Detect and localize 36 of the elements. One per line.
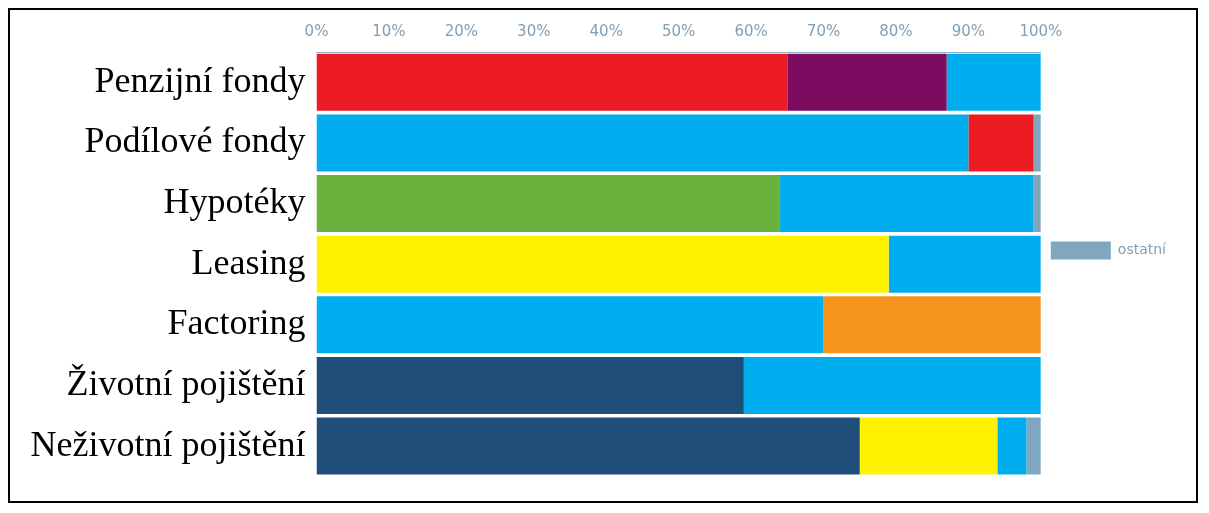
x-tick-label: 0%: [304, 21, 329, 40]
x-tick-label: 70%: [806, 21, 841, 40]
bar: [316, 417, 860, 475]
bar: [316, 114, 969, 172]
bar: [316, 53, 788, 111]
legend-label: ostatní: [1117, 241, 1168, 258]
bar: [1026, 417, 1041, 475]
bar: [316, 175, 781, 233]
bar: [946, 53, 1041, 111]
bar: [859, 417, 998, 475]
x-tick-label: 30%: [517, 21, 551, 40]
bar: [968, 114, 1034, 172]
y-tick-label: Factoring: [167, 302, 306, 343]
x-tick-label: 60%: [734, 21, 768, 40]
y-tick-label: Životní pojištění: [66, 362, 306, 403]
bar: [997, 417, 1027, 475]
x-tick-label: 100%: [1019, 21, 1063, 40]
bar: [787, 53, 947, 111]
y-tick-label: Penzijní fondy: [94, 59, 306, 100]
y-tick-label: Hypotéky: [163, 181, 306, 222]
bar: [888, 235, 1041, 293]
bar: [316, 235, 889, 293]
y-tick-label: Neživotní pojištění: [30, 423, 306, 464]
bar: [823, 296, 1041, 354]
bar: [780, 175, 1034, 233]
x-tick-label: 10%: [372, 21, 406, 40]
y-tick-label: Leasing: [191, 241, 306, 282]
y-tick-label: Podílové fondy: [84, 120, 306, 161]
x-tick-label: 40%: [589, 21, 623, 40]
x-tick-label: 80%: [879, 21, 913, 40]
bar: [743, 356, 1041, 414]
bar: [316, 356, 744, 414]
x-tick-label: 50%: [661, 21, 696, 40]
x-tick-label: 20%: [444, 21, 479, 40]
x-tick-label: 90%: [951, 21, 986, 40]
bar: [316, 296, 824, 354]
